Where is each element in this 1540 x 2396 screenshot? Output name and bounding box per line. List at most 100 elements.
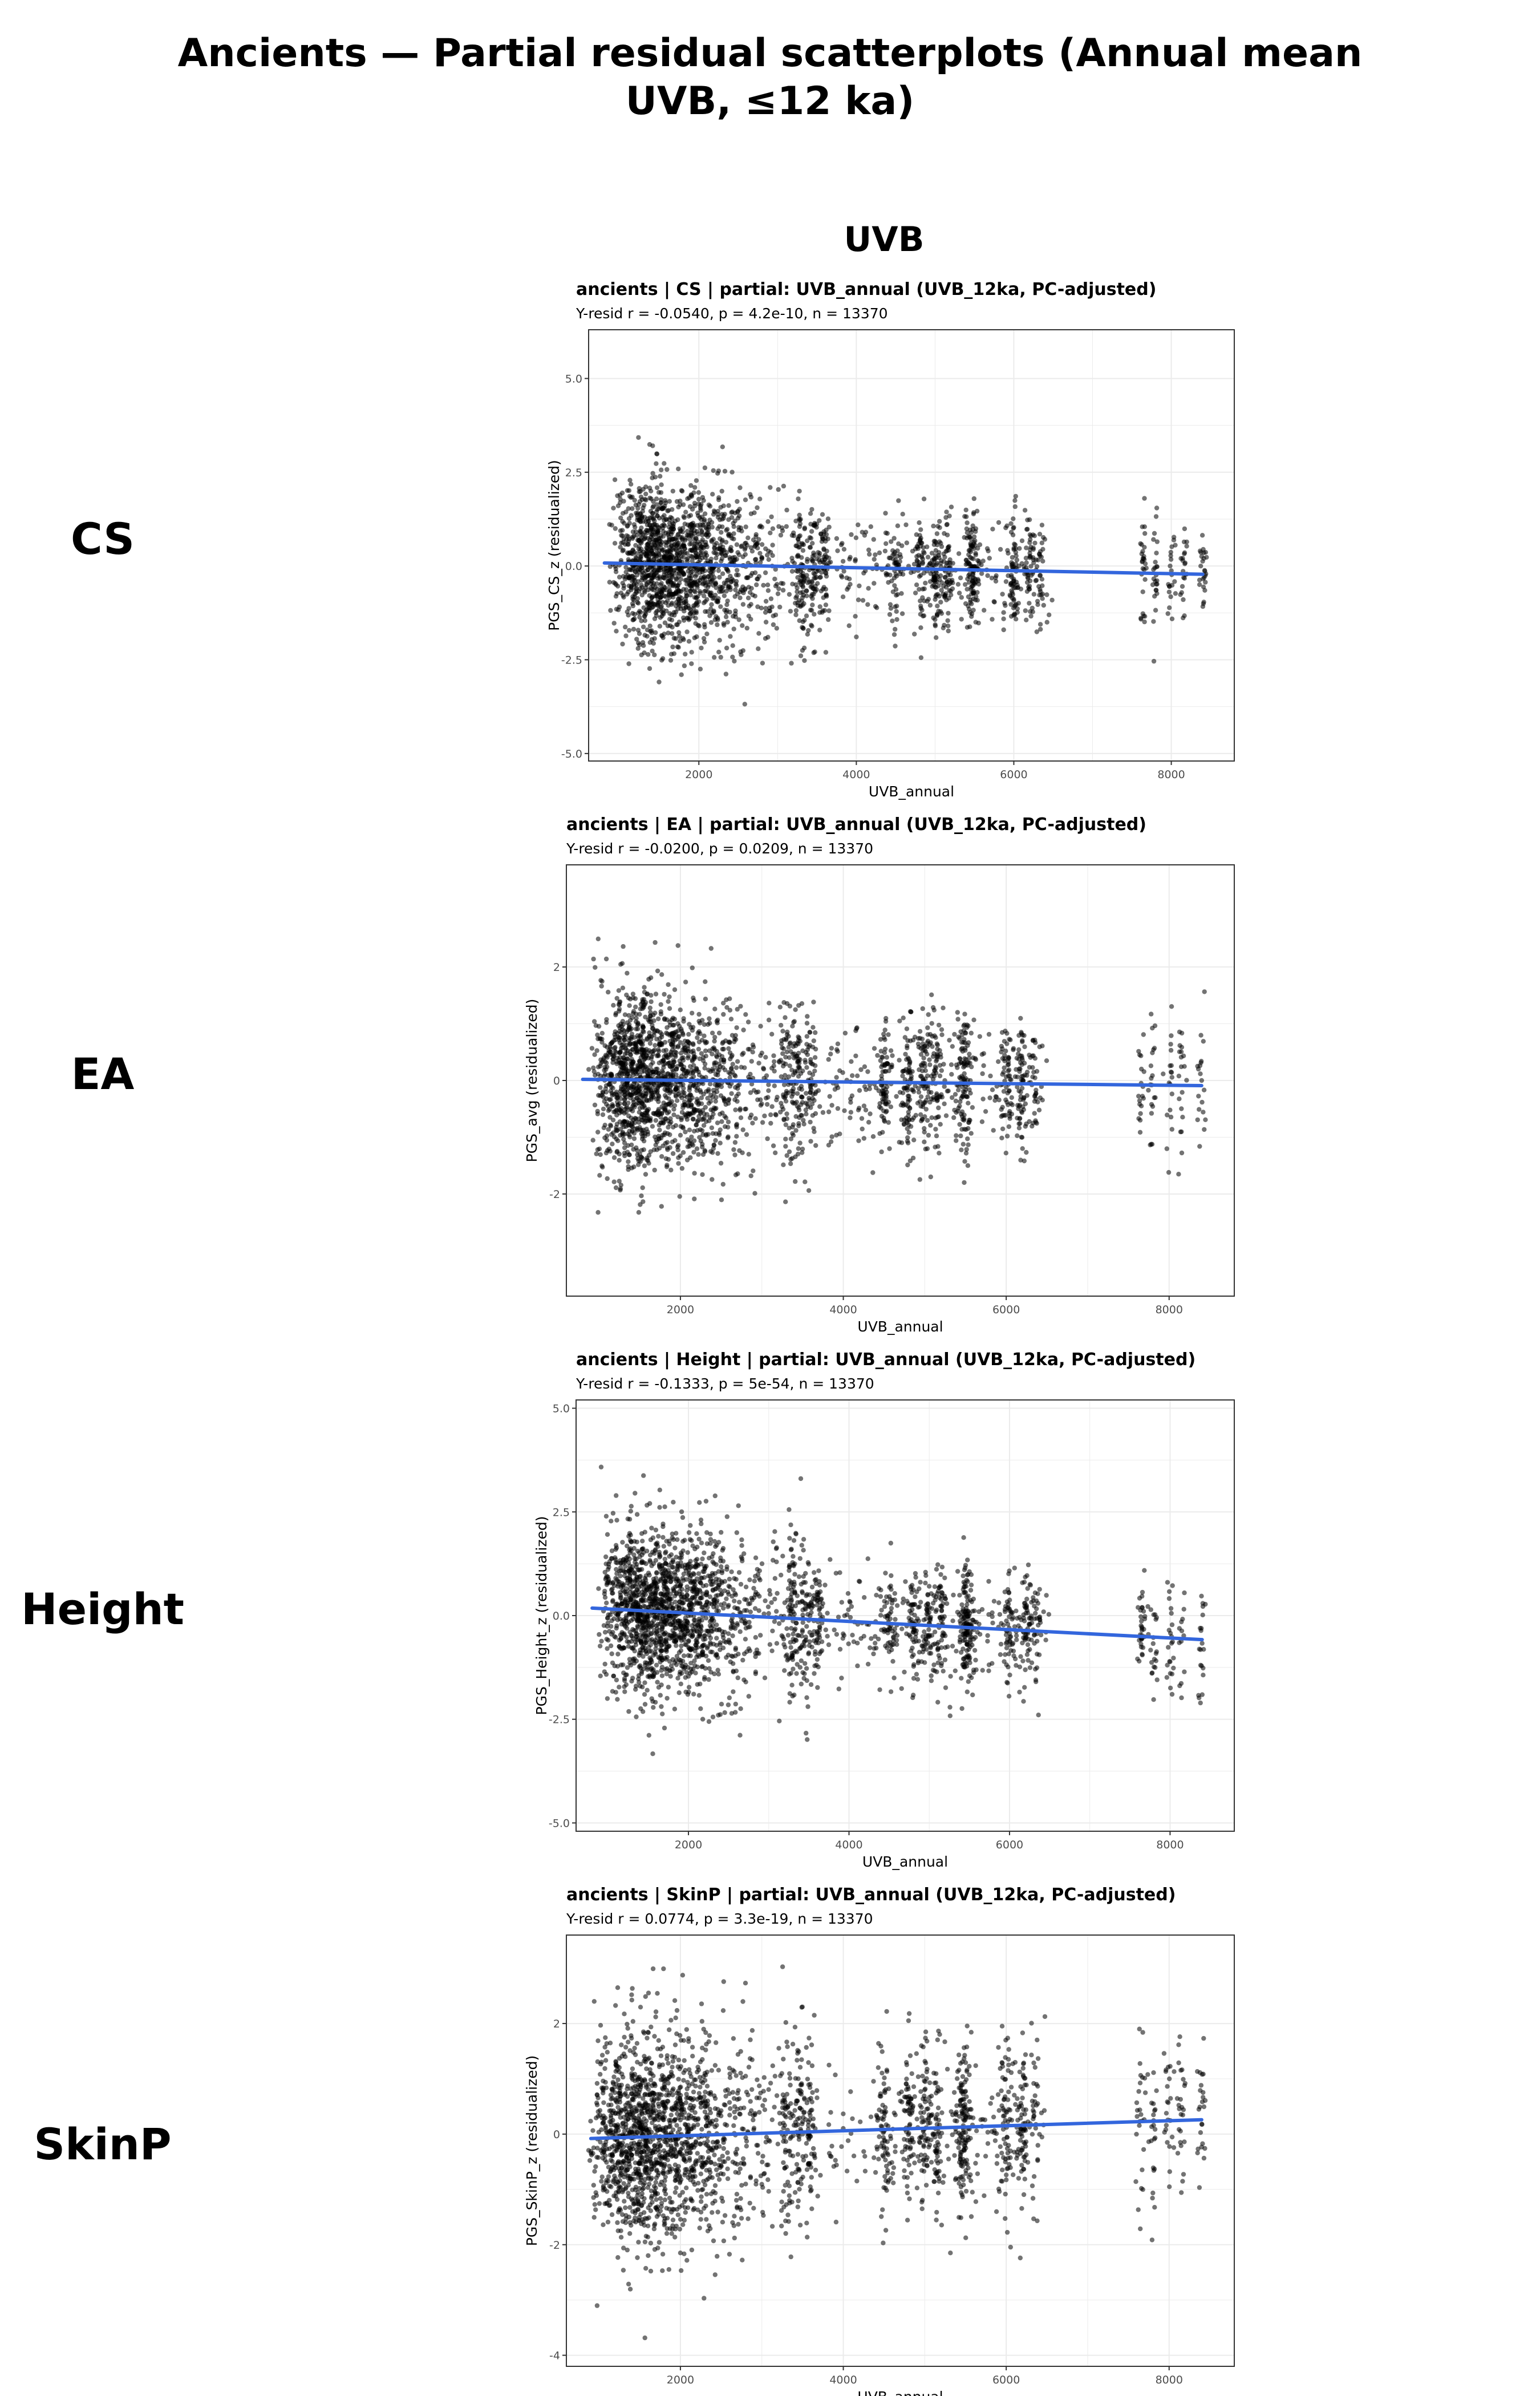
data-point: [735, 591, 740, 597]
data-point: [647, 1005, 653, 1011]
data-point: [820, 586, 826, 592]
data-point: [675, 1021, 680, 1026]
data-point: [1019, 1108, 1024, 1114]
data-point: [715, 622, 720, 628]
data-point: [666, 581, 671, 586]
data-point: [731, 1147, 736, 1152]
data-point: [880, 1088, 885, 1094]
data-point: [837, 1068, 842, 1074]
data-point: [949, 504, 954, 509]
data-point: [684, 629, 690, 634]
data-point: [931, 523, 936, 529]
data-point: [626, 583, 632, 589]
data-point: [949, 1062, 954, 1067]
data-point: [668, 1053, 674, 1058]
data-point: [680, 1032, 686, 1037]
data-point: [662, 513, 667, 518]
data-point: [635, 1067, 640, 1072]
data-point: [732, 1152, 737, 1157]
data-point: [896, 498, 901, 503]
data-point: [958, 575, 963, 581]
data-point: [723, 614, 729, 620]
data-point: [1202, 1127, 1207, 1132]
data-point: [951, 1115, 957, 1120]
data-point: [1015, 1133, 1020, 1139]
data-point: [621, 548, 626, 553]
data-point: [1201, 1110, 1206, 1115]
data-point: [888, 606, 894, 611]
data-point: [1007, 1109, 1012, 1114]
data-point: [631, 582, 637, 588]
data-point: [652, 543, 658, 548]
data-point: [647, 485, 653, 491]
data-point: [808, 511, 813, 516]
data-point: [784, 1111, 789, 1116]
data-point: [1142, 531, 1148, 536]
data-point: [902, 1122, 907, 1127]
data-point: [937, 593, 942, 599]
y-tick-label: 5.0: [565, 373, 582, 385]
data-point: [664, 550, 670, 555]
data-point: [942, 1101, 947, 1107]
data-point: [732, 511, 738, 516]
data-point: [901, 1069, 906, 1074]
data-point: [894, 1094, 899, 1099]
data-point: [889, 539, 894, 544]
data-point: [704, 597, 710, 602]
data-point: [963, 582, 968, 587]
data-point: [746, 613, 752, 619]
data-point: [841, 569, 846, 574]
data-point: [917, 533, 922, 538]
data-point: [646, 652, 651, 657]
data-point: [664, 1140, 670, 1145]
data-point: [675, 1036, 680, 1042]
data-point: [856, 597, 861, 602]
data-point: [1004, 1031, 1010, 1036]
data-point: [897, 1058, 902, 1063]
data-point: [613, 582, 619, 587]
data-point: [917, 1177, 923, 1182]
data-point: [927, 1057, 932, 1062]
data-point: [807, 580, 812, 585]
data-point: [760, 661, 765, 666]
data-point: [692, 1171, 697, 1176]
data-point: [918, 1074, 923, 1079]
data-point: [780, 1045, 785, 1051]
data-point: [1177, 1096, 1182, 1102]
data-point: [919, 1037, 925, 1042]
figure-title-line-1: Ancients — Partial residual scatterplots…: [177, 31, 1363, 76]
data-point: [668, 651, 674, 657]
data-point: [768, 485, 773, 490]
data-point: [808, 521, 813, 527]
data-point: [1169, 1033, 1174, 1038]
data-point: [813, 1030, 818, 1035]
panel-subtitle-skinp: Y-resid r = 0.0774, p = 3.3e-19, n = 133…: [566, 1911, 873, 1927]
data-point: [811, 1038, 817, 1043]
data-point: [685, 556, 691, 561]
data-point: [730, 654, 735, 659]
data-point: [800, 595, 805, 600]
data-point: [761, 582, 766, 588]
data-point: [637, 1049, 642, 1055]
data-point: [687, 616, 692, 621]
data-point: [625, 1020, 630, 1025]
data-point: [659, 658, 664, 663]
data-point: [769, 604, 775, 610]
data-point: [740, 1052, 745, 1057]
data-point: [649, 975, 654, 981]
data-point: [899, 1117, 904, 1123]
data-point: [919, 1116, 925, 1122]
data-point: [611, 505, 616, 511]
data-point: [734, 1134, 739, 1139]
data-point: [1137, 1102, 1142, 1107]
data-point: [817, 1104, 822, 1109]
data-point: [1150, 582, 1156, 588]
data-point: [723, 1038, 728, 1043]
data-point: [702, 640, 707, 645]
data-point: [649, 548, 654, 553]
data-point: [787, 1063, 792, 1069]
data-point: [724, 1005, 730, 1010]
data-point: [825, 516, 831, 521]
data-point: [756, 631, 761, 636]
data-point: [1010, 555, 1015, 560]
